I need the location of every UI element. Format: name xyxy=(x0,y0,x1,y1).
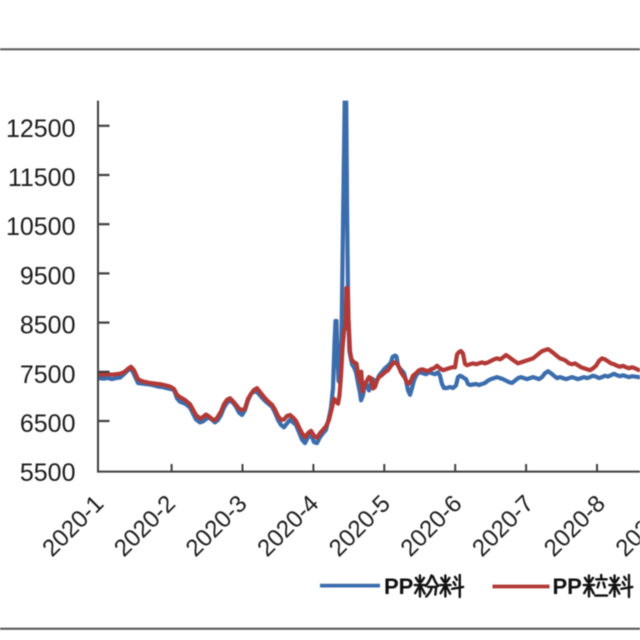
svg-text:PP: PP xyxy=(384,574,413,599)
svg-text:7500: 7500 xyxy=(20,361,76,389)
svg-text:8500: 8500 xyxy=(20,312,76,340)
svg-text:12500: 12500 xyxy=(6,115,76,143)
svg-text:11500: 11500 xyxy=(8,164,76,192)
svg-text:10500: 10500 xyxy=(6,213,76,241)
svg-text:6500: 6500 xyxy=(20,410,76,438)
svg-text:5500: 5500 xyxy=(20,459,76,487)
svg-text:9500: 9500 xyxy=(20,262,76,290)
svg-text:PP: PP xyxy=(553,574,582,599)
